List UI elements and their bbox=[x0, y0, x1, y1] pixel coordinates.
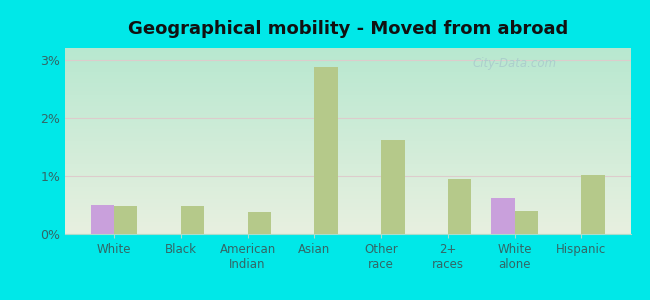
Bar bbox=[315, 67, 338, 234]
Bar bbox=[114, 206, 137, 234]
Bar bbox=[181, 206, 204, 234]
Bar bbox=[381, 140, 404, 234]
Bar bbox=[91, 205, 114, 234]
Text: City-Data.com: City-Data.com bbox=[472, 57, 556, 70]
Title: Geographical mobility - Moved from abroad: Geographical mobility - Moved from abroa… bbox=[127, 20, 568, 38]
Bar bbox=[515, 211, 538, 234]
Bar bbox=[248, 212, 271, 234]
Bar bbox=[448, 179, 471, 234]
Bar bbox=[491, 198, 515, 234]
Bar bbox=[582, 175, 604, 234]
